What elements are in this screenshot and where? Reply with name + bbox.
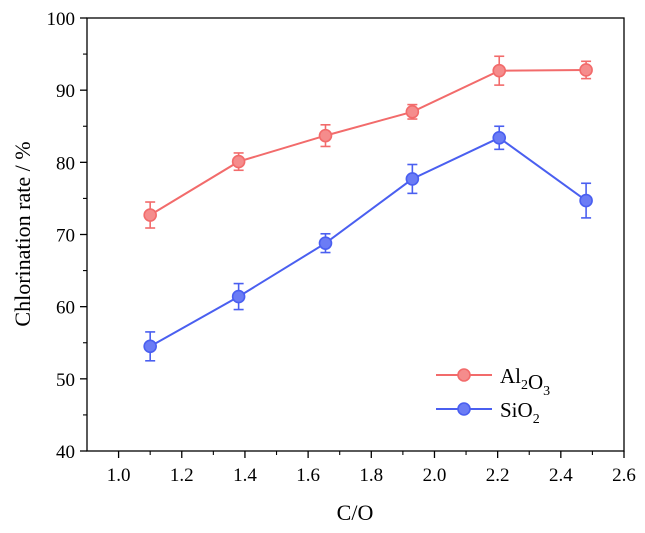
data-point xyxy=(579,193,593,208)
y-tick-label: 40 xyxy=(56,442,75,463)
data-point xyxy=(143,208,157,222)
series-line-1 xyxy=(149,136,587,348)
data-point xyxy=(231,154,246,169)
y-axis-title: Chlorination rate / % xyxy=(10,141,35,326)
x-tick-label: 1.6 xyxy=(296,465,320,486)
legend-label-subscript: 2 xyxy=(521,378,528,393)
data-point xyxy=(231,289,246,304)
legend-marker-0 xyxy=(457,368,471,382)
legend-label-part: SiO xyxy=(500,398,533,422)
data-point xyxy=(405,105,420,119)
data-point xyxy=(405,172,420,186)
legend-label-subscript: 2 xyxy=(533,412,540,427)
legend-label-0: Al2O3 xyxy=(500,364,550,399)
legend-label-part: Al xyxy=(500,364,521,388)
x-tick-label: 1.4 xyxy=(233,465,257,486)
series-line-0 xyxy=(149,69,587,216)
data-point xyxy=(143,339,157,354)
data-point xyxy=(492,130,507,145)
x-tick-label: 2.2 xyxy=(486,465,510,486)
data-point xyxy=(492,63,507,78)
legend-label-subscript: 3 xyxy=(543,384,550,399)
data-point xyxy=(579,63,593,77)
x-tick-label: 1.0 xyxy=(107,465,131,486)
data-point xyxy=(318,128,333,143)
x-axis-title: C/O xyxy=(337,500,374,525)
legend-label-1: SiO2 xyxy=(500,398,540,427)
x-tick-label: 2.4 xyxy=(549,465,573,486)
y-tick-label: 90 xyxy=(56,81,75,102)
series-layer xyxy=(143,55,593,362)
y-tick-label: 100 xyxy=(47,9,76,30)
legend-marker-1 xyxy=(457,402,471,416)
y-axis: 40 50 60 70 80 90 100 xyxy=(47,9,87,463)
y-tick-label: 80 xyxy=(56,153,75,174)
data-point xyxy=(318,236,333,250)
x-axis: 1.0 1.2 1.4 1.6 1.8 2.0 2.2 2.4 2.6 xyxy=(107,451,636,486)
x-tick-label: 2.6 xyxy=(612,465,636,486)
y-tick-label: 50 xyxy=(56,370,75,391)
x-tick-label: 1.2 xyxy=(170,465,194,486)
x-tick-label: 1.8 xyxy=(359,465,383,486)
y-tick-label: 60 xyxy=(56,298,75,319)
x-tick-label: 2.0 xyxy=(423,465,447,486)
y-tick-label: 70 xyxy=(56,226,75,247)
legend-label-part: O xyxy=(528,370,543,394)
